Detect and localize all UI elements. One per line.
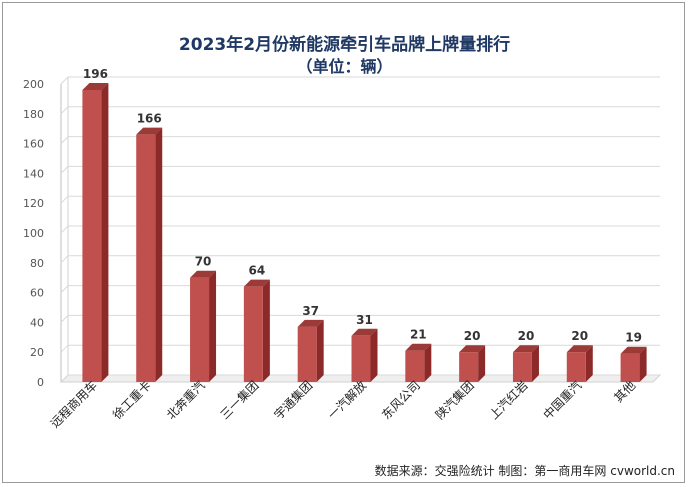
chart-title: 2023年2月份新能源牵引车品牌上牌量排行 <box>178 35 511 55</box>
chart-frame <box>2 2 685 483</box>
gridline <box>60 195 660 204</box>
bar-side <box>316 319 324 382</box>
bar-side <box>585 345 593 382</box>
x-tick-label: 一汽解放 <box>325 378 370 423</box>
x-tick-label: 徐工重卡 <box>109 378 154 423</box>
bar-side <box>155 127 163 382</box>
bar-side <box>370 328 378 382</box>
data-label: 20 <box>571 329 588 343</box>
bar <box>405 350 425 382</box>
x-tick-label: 远程商用车 <box>47 378 100 431</box>
bar <box>243 286 263 382</box>
x-tick-label: 上汽红岩 <box>486 378 531 423</box>
bar-side <box>101 82 109 383</box>
bar-top <box>82 82 109 90</box>
bar <box>620 353 640 382</box>
x-tick-label: 东风公司 <box>379 378 423 422</box>
bar-top <box>620 346 647 354</box>
gridline <box>60 165 660 174</box>
y-tick-label: 120 <box>23 197 44 210</box>
data-label: 166 <box>137 112 162 126</box>
bar-side <box>639 346 647 382</box>
data-label: 31 <box>356 313 373 327</box>
chart-subtitle: （单位：辆） <box>296 57 393 76</box>
bar <box>512 352 532 382</box>
bar-side <box>478 345 486 382</box>
bar-top <box>351 328 378 336</box>
bar-side <box>209 270 217 382</box>
bar <box>459 352 479 382</box>
y-tick-label: 200 <box>23 78 44 91</box>
bar-side <box>262 279 270 382</box>
data-label: 21 <box>410 328 427 342</box>
bar <box>566 352 586 382</box>
bar-top <box>512 345 539 353</box>
bar-top <box>459 345 486 353</box>
y-tick-label: 20 <box>30 346 44 359</box>
bar-top <box>136 127 163 135</box>
x-tick-label: 北奔重汽 <box>163 378 208 423</box>
data-label: 64 <box>249 264 266 278</box>
gridline <box>60 225 660 234</box>
bar-side <box>424 343 432 382</box>
y-tick-label: 60 <box>30 287 44 300</box>
x-tick-label: 三一集团 <box>217 378 262 423</box>
gridline <box>60 344 660 353</box>
bar <box>297 326 317 382</box>
bar <box>136 134 156 382</box>
data-label: 196 <box>83 67 108 81</box>
bar <box>190 277 210 382</box>
data-label: 19 <box>625 331 642 345</box>
data-source-note: 数据来源：交强险统计 制图：第一商用车网 cvworld.cn <box>374 464 675 478</box>
data-label: 20 <box>464 329 481 343</box>
bar-top <box>243 279 270 287</box>
bar-side <box>531 345 539 382</box>
bar <box>82 89 102 383</box>
x-tick-label: 宇通集团 <box>271 378 316 423</box>
x-tick-label: 中国重汽 <box>540 378 585 423</box>
data-label: 20 <box>518 329 535 343</box>
x-tick-label: 陕汽集团 <box>432 378 477 423</box>
y-tick-label: 40 <box>30 316 44 329</box>
gridline <box>60 76 660 85</box>
bar <box>351 335 371 382</box>
bar-top <box>566 345 593 353</box>
y-tick-label: 80 <box>30 257 44 270</box>
gridline <box>60 255 660 264</box>
bar-top <box>405 343 432 351</box>
data-label: 70 <box>195 255 212 269</box>
bar-top <box>190 270 217 278</box>
gridline <box>60 136 660 144</box>
gridline <box>60 106 660 115</box>
y-tick-label: 180 <box>23 108 44 121</box>
gridline <box>60 285 660 293</box>
bar-top <box>297 319 324 327</box>
y-tick-label: 100 <box>23 227 44 240</box>
data-label: 37 <box>302 304 319 318</box>
y-tick-label: 160 <box>23 138 44 151</box>
y-tick-label: 140 <box>23 167 44 180</box>
gridline <box>60 314 660 323</box>
y-tick-label: 0 <box>37 376 44 389</box>
